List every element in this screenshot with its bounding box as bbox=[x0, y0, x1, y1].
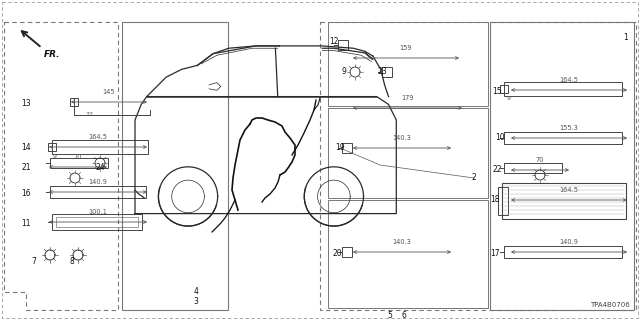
Text: 21: 21 bbox=[21, 164, 31, 172]
Text: 140.3: 140.3 bbox=[392, 135, 412, 141]
Text: 2: 2 bbox=[472, 173, 476, 182]
Text: 17: 17 bbox=[490, 250, 500, 259]
Text: 19: 19 bbox=[335, 143, 345, 153]
Text: TPA4B0706: TPA4B0706 bbox=[590, 302, 630, 308]
Text: 164.5: 164.5 bbox=[88, 134, 108, 140]
Text: 14: 14 bbox=[21, 143, 31, 153]
Bar bbox=[490, 22, 634, 310]
Bar bbox=[70, 98, 78, 106]
Text: 3: 3 bbox=[193, 298, 198, 307]
Bar bbox=[500, 85, 508, 93]
Text: 7: 7 bbox=[31, 258, 36, 267]
Text: 1: 1 bbox=[623, 34, 628, 43]
Text: 70: 70 bbox=[536, 157, 544, 163]
Text: 5: 5 bbox=[388, 310, 392, 319]
Text: 140.3: 140.3 bbox=[392, 239, 412, 245]
Text: FR.: FR. bbox=[44, 50, 61, 59]
Bar bbox=[342, 143, 352, 153]
Bar bbox=[342, 247, 352, 257]
Bar bbox=[328, 108, 488, 198]
Text: 140.9: 140.9 bbox=[88, 179, 108, 185]
Text: 140.9: 140.9 bbox=[559, 239, 579, 245]
Text: 24: 24 bbox=[95, 164, 105, 172]
Text: 9: 9 bbox=[507, 95, 511, 100]
Text: 100.1: 100.1 bbox=[88, 209, 108, 215]
Bar bbox=[504, 246, 622, 258]
Text: 13: 13 bbox=[21, 100, 31, 108]
Bar bbox=[382, 67, 392, 77]
Text: 9: 9 bbox=[342, 68, 346, 76]
Text: 9: 9 bbox=[53, 154, 57, 158]
Text: 4: 4 bbox=[193, 287, 198, 297]
Bar bbox=[320, 22, 636, 310]
Bar bbox=[504, 163, 562, 173]
Bar bbox=[56, 217, 138, 227]
Bar bbox=[504, 82, 622, 96]
Bar bbox=[50, 158, 108, 168]
Text: 179: 179 bbox=[401, 95, 413, 101]
Bar bbox=[498, 187, 508, 215]
Text: 12: 12 bbox=[329, 37, 339, 46]
Text: 11: 11 bbox=[21, 220, 31, 228]
Bar bbox=[50, 186, 146, 198]
Text: 164.5: 164.5 bbox=[559, 187, 579, 193]
Bar bbox=[504, 132, 622, 144]
Bar bbox=[328, 22, 488, 106]
Bar bbox=[338, 40, 348, 50]
Text: 164.5: 164.5 bbox=[559, 77, 579, 83]
Text: 23: 23 bbox=[377, 68, 387, 76]
Text: 10: 10 bbox=[495, 133, 505, 142]
Text: 155.3: 155.3 bbox=[559, 125, 579, 131]
Text: 20: 20 bbox=[332, 250, 342, 259]
Bar bbox=[122, 22, 228, 310]
Text: 145: 145 bbox=[102, 89, 115, 95]
Bar bbox=[52, 214, 142, 230]
Text: 6: 6 bbox=[401, 310, 406, 319]
Bar bbox=[48, 143, 56, 151]
Bar bbox=[502, 183, 626, 219]
Text: 16: 16 bbox=[21, 189, 31, 198]
Text: 8: 8 bbox=[70, 258, 74, 267]
Bar bbox=[328, 200, 488, 308]
Text: 70: 70 bbox=[74, 154, 83, 160]
Text: 18: 18 bbox=[490, 196, 500, 204]
Text: 22: 22 bbox=[86, 111, 94, 116]
Text: 22: 22 bbox=[492, 165, 502, 174]
Text: 159: 159 bbox=[400, 45, 412, 51]
Bar bbox=[52, 140, 148, 154]
Text: 15: 15 bbox=[492, 87, 502, 97]
